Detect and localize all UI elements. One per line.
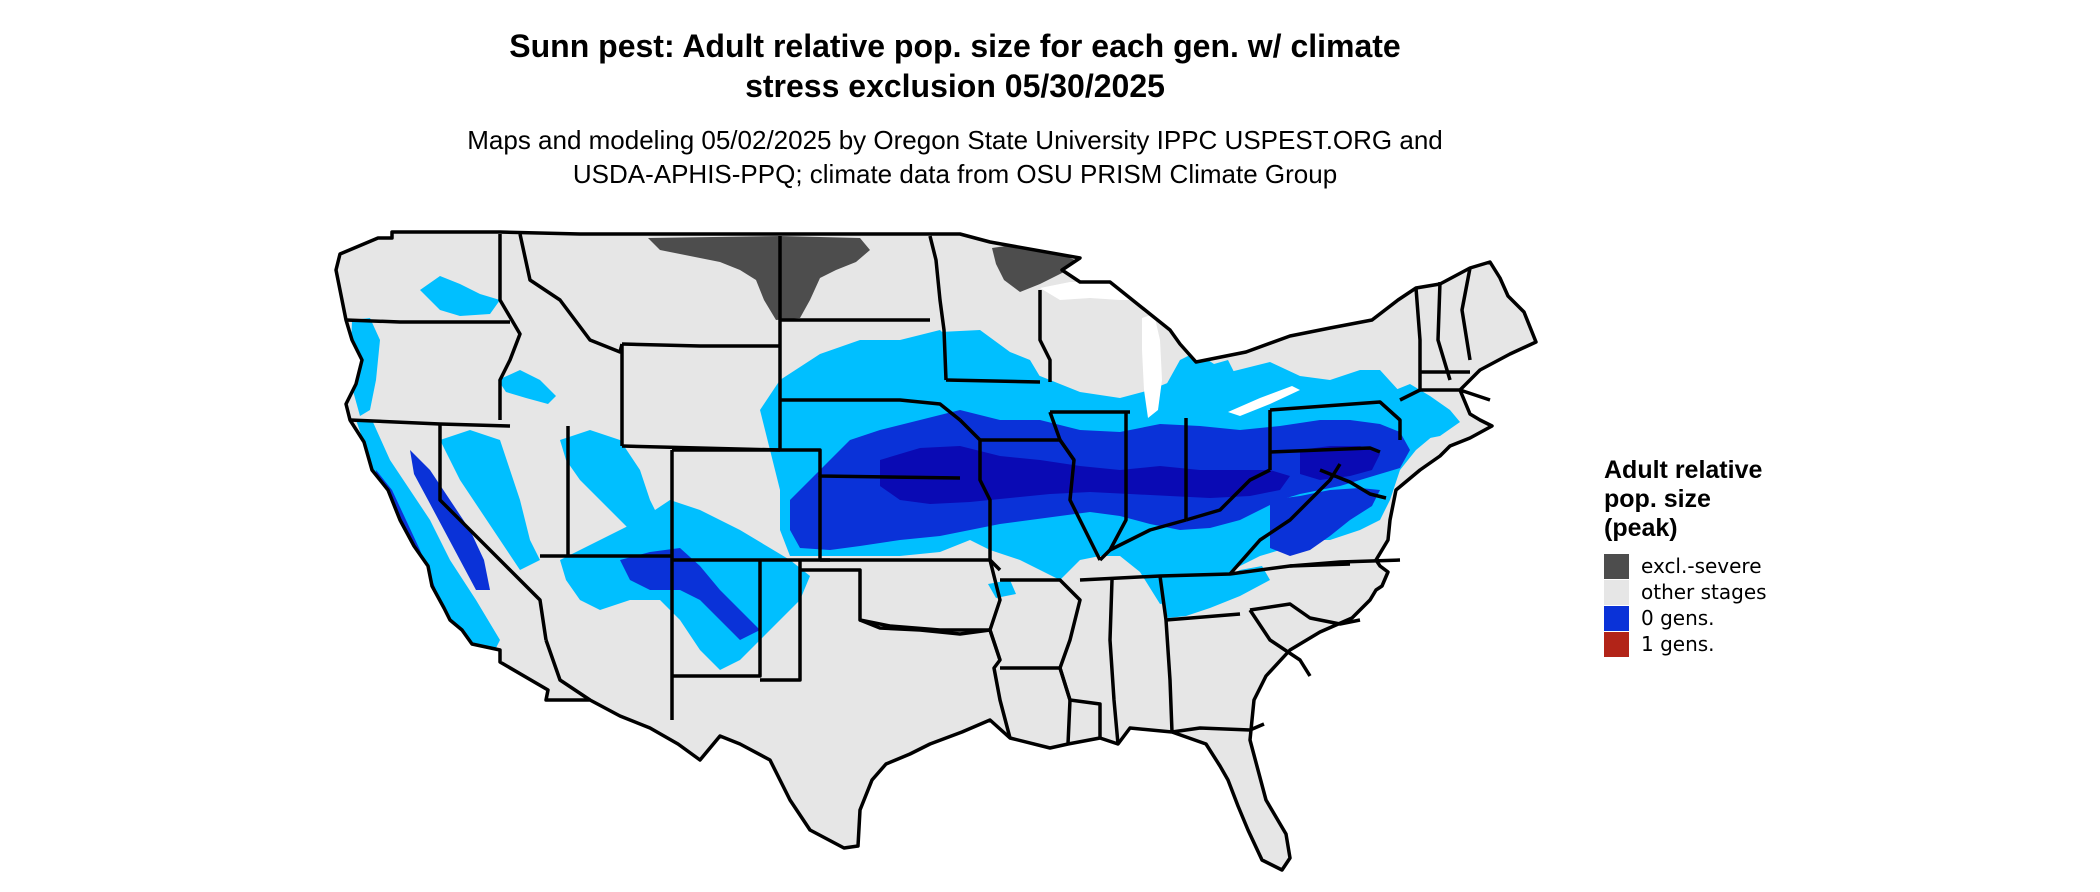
excluded-area-northern-plains bbox=[648, 236, 870, 320]
legend-item: excl.-severe bbox=[1604, 553, 1844, 579]
legend-label: excl.-severe bbox=[1641, 554, 1762, 578]
light-blue-utah bbox=[560, 430, 660, 540]
state-borders bbox=[334, 230, 1538, 872]
light-blue-tennessee bbox=[1160, 566, 1270, 618]
light-blue-great-basin bbox=[440, 430, 540, 570]
legend-swatch bbox=[1604, 631, 1629, 657]
legend-item: 0 gens. bbox=[1604, 605, 1844, 631]
lake-erie bbox=[1228, 386, 1300, 416]
map-subtitle: Maps and modeling 05/02/2025 by Oregon S… bbox=[467, 125, 1443, 189]
legend-swatch bbox=[1604, 579, 1629, 605]
legend-label: 1 gens. bbox=[1641, 632, 1715, 656]
map-title: Sunn pest: Adult relative pop. size for … bbox=[509, 28, 1401, 104]
legend-label: 0 gens. bbox=[1641, 606, 1715, 630]
lake-huron bbox=[1180, 320, 1224, 360]
legend-item: 1 gens. bbox=[1604, 631, 1844, 657]
medium-blue-sierra bbox=[410, 450, 490, 590]
legend-swatch bbox=[1604, 605, 1629, 631]
legend-item: other stages bbox=[1604, 579, 1844, 605]
legend-swatch bbox=[1604, 553, 1629, 579]
light-blue-michigan bbox=[1160, 352, 1236, 420]
light-blue-oregon bbox=[350, 318, 380, 416]
legend-items: excl.-severe other stages 0 gens. 1 gens. bbox=[1604, 553, 1844, 657]
us-map bbox=[334, 230, 1538, 872]
legend-title: Adult relative pop. size (peak) bbox=[1604, 456, 1763, 542]
light-blue-wisconsin bbox=[940, 330, 1042, 384]
light-blue-washington bbox=[420, 276, 500, 316]
lake-michigan bbox=[1142, 314, 1162, 418]
medium-blue-colorado-plateau bbox=[620, 548, 760, 640]
light-blue-idaho bbox=[498, 370, 556, 404]
excluded-area-minnesota bbox=[992, 244, 1080, 292]
medium-blue-appalachian bbox=[1270, 488, 1380, 556]
legend-label: other stages bbox=[1641, 580, 1767, 604]
light-blue-california bbox=[356, 420, 500, 660]
lake-superior bbox=[1040, 282, 1150, 300]
legend: Adult relative pop. size (peak) excl.-se… bbox=[1604, 456, 1844, 657]
